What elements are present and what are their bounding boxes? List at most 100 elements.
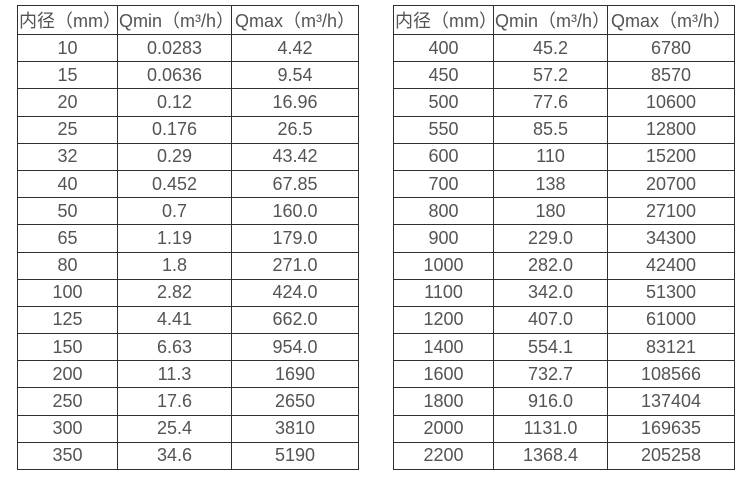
table-row: 100 2.82 424.0 (17, 278, 359, 307)
cell-inner-diameter: 700 (393, 169, 494, 199)
table-row: 32 0.29 43.42 (17, 142, 359, 171)
header-inner-diameter: 内径（mm） (17, 5, 118, 35)
cell-inner-diameter: 1100 (393, 278, 494, 307)
cell-qmax: 15200 (607, 142, 735, 171)
header-inner-diameter: 内径（mm） (393, 5, 494, 35)
header-qmax: Qmax（m³/h） (607, 5, 735, 35)
cell-qmin: 138 (493, 169, 608, 199)
cell-inner-diameter: 50 (17, 197, 118, 226)
cell-qmin: 407.0 (493, 305, 608, 335)
cell-qmin: 77.6 (493, 88, 608, 117)
flow-table-left-header: 内径（mm） Qmin（m³/h） Qmax（m³/h） (17, 5, 359, 35)
cell-inner-diameter: 40 (17, 169, 118, 199)
cell-qmin: 916.0 (493, 387, 608, 416)
cell-inner-diameter: 800 (393, 197, 494, 226)
table-row: 2000 1131.0 169635 (393, 414, 735, 443)
cell-qmax: 169635 (607, 414, 735, 443)
cell-qmax: 20700 (607, 169, 735, 199)
cell-qmax: 51300 (607, 278, 735, 307)
table-row: 1000 282.0 42400 (393, 251, 735, 280)
table-row: 125 4.41 662.0 (17, 305, 359, 335)
cell-inner-diameter: 15 (17, 61, 118, 90)
cell-qmax: 34300 (607, 224, 735, 253)
cell-qmin: 45.2 (493, 33, 608, 63)
cell-qmax: 61000 (607, 305, 735, 335)
cell-qmin: 1131.0 (493, 414, 608, 443)
cell-inner-diameter: 1600 (393, 360, 494, 389)
table-row: 1800 916.0 137404 (393, 387, 735, 416)
cell-qmin: 25.4 (117, 414, 232, 443)
table-row: 80 1.8 271.0 (17, 251, 359, 280)
cell-qmax: 2650 (231, 387, 359, 416)
flow-table-right-body: 400 45.2 6780 450 57.2 8570 500 77.6 10600 550 85.… (393, 33, 735, 471)
cell-qmax: 205258 (607, 441, 735, 471)
cell-qmax: 5190 (231, 441, 359, 471)
table-row: 10 0.0283 4.42 (17, 33, 359, 63)
cell-inner-diameter: 2000 (393, 414, 494, 443)
cell-qmax: 662.0 (231, 305, 359, 335)
cell-inner-diameter: 450 (393, 61, 494, 90)
cell-inner-diameter: 1800 (393, 387, 494, 416)
cell-qmax: 108566 (607, 360, 735, 389)
table-row: 350 34.6 5190 (17, 441, 359, 471)
flow-table-right-header: 内径（mm） Qmin（m³/h） Qmax（m³/h） (393, 5, 735, 35)
table-row: 550 85.5 12800 (393, 115, 735, 144)
header-qmin: Qmin（m³/h） (117, 5, 232, 35)
cell-qmin: 85.5 (493, 115, 608, 144)
cell-inner-diameter: 125 (17, 305, 118, 335)
cell-inner-diameter: 300 (17, 414, 118, 443)
cell-qmax: 16.96 (231, 88, 359, 117)
cell-qmin: 11.3 (117, 360, 232, 389)
table-row: 50 0.7 160.0 (17, 197, 359, 226)
cell-inner-diameter: 1000 (393, 251, 494, 280)
header-row: 内径（mm） Qmin（m³/h） Qmax（m³/h） (393, 5, 735, 35)
cell-inner-diameter: 10 (17, 33, 118, 63)
table-row: 25 0.176 26.5 (17, 115, 359, 144)
cell-qmax: 43.42 (231, 142, 359, 171)
cell-inner-diameter: 1400 (393, 333, 494, 362)
table-row: 1200 407.0 61000 (393, 305, 735, 335)
table-row: 400 45.2 6780 (393, 33, 735, 63)
flow-table-small-diameters: 内径（mm） Qmin（m³/h） Qmax（m³/h） 10 0.0283 4.4… (17, 5, 359, 471)
cell-qmin: 1.8 (117, 251, 232, 280)
cell-qmin: 0.0636 (117, 61, 232, 90)
cell-qmin: 342.0 (493, 278, 608, 307)
table-row: 2200 1368.4 205258 (393, 441, 735, 471)
table-row: 1100 342.0 51300 (393, 278, 735, 307)
table-row: 65 1.19 179.0 (17, 224, 359, 253)
cell-inner-diameter: 80 (17, 251, 118, 280)
cell-qmin: 2.82 (117, 278, 232, 307)
cell-inner-diameter: 65 (17, 224, 118, 253)
cell-qmax: 83121 (607, 333, 735, 362)
flow-table-left-body: 10 0.0283 4.42 15 0.0636 9.54 20 0.12 16.96 25 0.1… (17, 33, 359, 471)
cell-qmax: 424.0 (231, 278, 359, 307)
cell-qmax: 8570 (607, 61, 735, 90)
table-row: 40 0.452 67.85 (17, 169, 359, 199)
cell-inner-diameter: 32 (17, 142, 118, 171)
cell-qmax: 10600 (607, 88, 735, 117)
cell-inner-diameter: 500 (393, 88, 494, 117)
cell-qmin: 1368.4 (493, 441, 608, 471)
cell-qmin: 732.7 (493, 360, 608, 389)
cell-inner-diameter: 200 (17, 360, 118, 389)
cell-qmin: 229.0 (493, 224, 608, 253)
cell-qmin: 282.0 (493, 251, 608, 280)
cell-qmax: 67.85 (231, 169, 359, 199)
cell-inner-diameter: 150 (17, 333, 118, 362)
table-row: 15 0.0636 9.54 (17, 61, 359, 90)
cell-qmax: 26.5 (231, 115, 359, 144)
cell-qmax: 137404 (607, 387, 735, 416)
cell-qmin: 554.1 (493, 333, 608, 362)
cell-inner-diameter: 1200 (393, 305, 494, 335)
cell-qmax: 12800 (607, 115, 735, 144)
cell-qmin: 34.6 (117, 441, 232, 471)
cell-qmin: 57.2 (493, 61, 608, 90)
cell-qmax: 1690 (231, 360, 359, 389)
table-row: 700 138 20700 (393, 169, 735, 199)
cell-inner-diameter: 400 (393, 33, 494, 63)
cell-qmax: 160.0 (231, 197, 359, 226)
header-row: 内径（mm） Qmin（m³/h） Qmax（m³/h） (17, 5, 359, 35)
cell-inner-diameter: 600 (393, 142, 494, 171)
cell-qmin: 4.41 (117, 305, 232, 335)
